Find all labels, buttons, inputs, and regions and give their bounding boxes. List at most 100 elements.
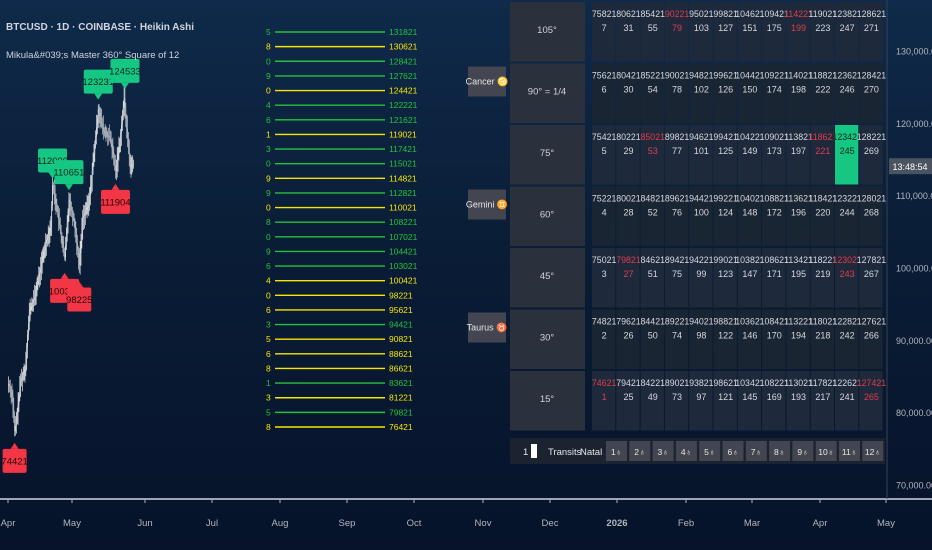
level-mark: 0: [266, 290, 271, 300]
level-mark: 6: [266, 305, 271, 315]
level-label: 115021: [389, 159, 417, 169]
candle-body: [34, 293, 36, 298]
candle-body: [61, 235, 63, 242]
square-cell: [810, 186, 834, 246]
level-label: 90821: [389, 334, 413, 344]
candle-body: [98, 109, 100, 113]
cell-price: 128021: [857, 194, 886, 204]
square-cell: [640, 2, 664, 62]
cell-price: 80021: [616, 194, 641, 204]
candle-body: [29, 309, 31, 312]
candle-body: [13, 407, 15, 420]
square-cell: [859, 125, 883, 185]
cell-index: 125: [718, 146, 733, 156]
x-tick-label: Sep: [339, 518, 356, 529]
house-button: [839, 441, 860, 461]
level-label: 79821: [389, 407, 413, 417]
cell-price: 98621: [713, 378, 738, 388]
cell-index: 220: [815, 208, 830, 218]
pivot-text: 100377: [49, 286, 81, 297]
cell-index: 74: [672, 331, 682, 341]
candle-body: [36, 285, 38, 290]
house-label: 9♁: [797, 447, 808, 457]
level-mark: 0: [266, 159, 271, 169]
square-cell: [762, 371, 786, 431]
pivot-box: [54, 160, 84, 185]
candle-body: [65, 234, 67, 247]
cell-price: 109421: [760, 9, 789, 19]
pivot-box: [110, 58, 140, 83]
house-label: 11♁: [842, 447, 857, 457]
angle-cell: [510, 371, 585, 431]
candle-body: [128, 138, 129, 148]
level-label: 122221: [389, 100, 418, 110]
cell-index: 265: [864, 392, 879, 402]
candle-body: [67, 211, 69, 223]
cell-index: 127: [718, 23, 733, 33]
cell-price: 109221: [760, 71, 789, 81]
level-label: 127621: [389, 71, 418, 81]
level-label: 98221: [389, 290, 413, 300]
square-cell: [640, 248, 664, 308]
candle-body: [59, 225, 61, 231]
square-cell: [689, 186, 713, 246]
square-cell: [664, 2, 689, 62]
cell-price: 85421: [641, 9, 666, 19]
candle-body: [120, 133, 121, 142]
pivot-box: [2, 448, 27, 473]
cell-index: 223: [815, 23, 830, 33]
cell-price: 75221: [592, 194, 617, 204]
candle-body: [123, 98, 125, 108]
cell-index: 199: [791, 23, 806, 33]
candle-body: [95, 136, 96, 146]
level-mark: 5: [266, 407, 271, 417]
square-cell: [689, 125, 713, 185]
level-label: 81221: [389, 393, 413, 403]
angle-cell: [510, 309, 585, 369]
cell-price: 104021: [735, 194, 764, 204]
candle-body: [112, 149, 114, 155]
cell-index: 3: [602, 269, 607, 279]
candle-body: [129, 157, 131, 168]
cell-index: 102: [694, 85, 709, 95]
candle-body: [103, 131, 105, 132]
candle-body: [101, 120, 103, 124]
level-mark: 5: [266, 334, 271, 344]
cell-price: 99821: [713, 9, 738, 19]
candle-body: [130, 166, 132, 168]
cell-index: 124: [718, 208, 733, 218]
square-cell: [689, 371, 713, 431]
angle-cell: [510, 63, 585, 123]
candle-body: [81, 229, 83, 242]
sign-label: Gemini ♊: [466, 199, 508, 210]
cell-index: 246: [840, 85, 855, 95]
cell-index: 171: [767, 269, 782, 279]
square-cell: [592, 125, 616, 185]
cell-price: 98821: [713, 317, 738, 327]
candle-body: [103, 127, 104, 131]
candle-body: [60, 230, 62, 236]
candle-body: [33, 299, 34, 303]
square-cell: [835, 371, 859, 431]
cell-index: 194: [791, 331, 806, 341]
cell-index: 28: [623, 208, 633, 218]
cell-index: 30: [623, 85, 633, 95]
candle-body: [32, 302, 34, 305]
candle-body: [133, 163, 134, 165]
cell-price: 89421: [665, 255, 690, 265]
candle-body: [34, 297, 35, 300]
cell-index: 55: [648, 23, 658, 33]
candle-body: [78, 250, 79, 258]
level-mark: 3: [266, 144, 271, 154]
sign-cell: [468, 66, 506, 97]
cell-price: 74821: [592, 317, 617, 327]
candle-body: [62, 241, 64, 247]
cell-index: 173: [767, 146, 782, 156]
candle-body: [121, 124, 122, 134]
cell-price: 94621: [689, 132, 714, 142]
level-mark: 1: [266, 129, 271, 139]
cell-index: 50: [648, 331, 658, 341]
cell-index: 145: [742, 392, 757, 402]
